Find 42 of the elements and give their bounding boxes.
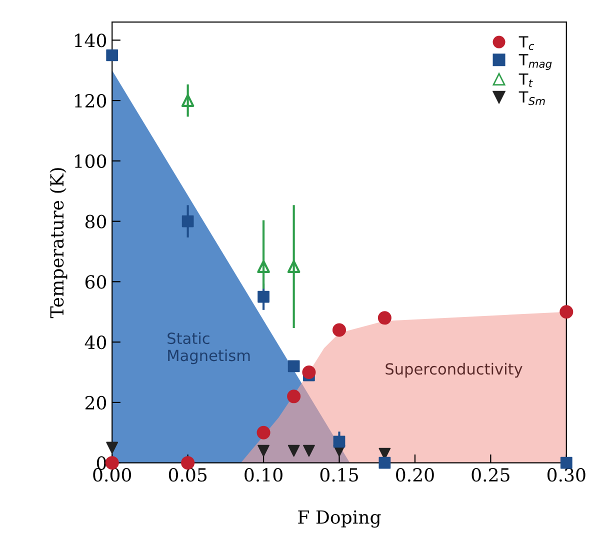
y-tick-label: 80	[85, 214, 106, 228]
point	[256, 426, 270, 440]
point	[288, 360, 300, 372]
legend-label: T$_{c}$	[518, 36, 534, 50]
legend-label: T$_{mag}$	[518, 54, 552, 70]
y-tick-label: 100	[74, 154, 106, 168]
point	[287, 390, 301, 404]
annotation: Static Magnetism	[168, 332, 250, 364]
point	[378, 311, 392, 325]
y-tick-label: 20	[85, 396, 106, 410]
x-tick-label: 0.20	[396, 468, 434, 482]
x-tick-label: 0.30	[547, 468, 586, 482]
point	[560, 305, 574, 319]
x-axis-title: F Doping	[298, 510, 381, 528]
x-tick-label: 0.00	[93, 468, 131, 482]
y-tick-label: 40	[84, 336, 106, 350]
point	[182, 215, 194, 228]
y-tick-label: 140	[74, 34, 106, 48]
point	[303, 444, 315, 457]
annotation: Superconductivity	[386, 362, 522, 378]
point	[106, 49, 118, 62]
point	[258, 444, 270, 457]
x-tick-label: 0.15	[320, 468, 358, 482]
y-tick-label: 60	[85, 275, 106, 289]
x-tick-label: 0.25	[472, 468, 510, 482]
point	[333, 436, 346, 448]
point	[302, 366, 316, 380]
legend-label: T$_{t}$	[518, 73, 533, 88]
point	[287, 260, 300, 274]
point	[288, 444, 300, 457]
x-tick-label: 0.05	[168, 468, 207, 482]
point	[378, 456, 391, 469]
point	[106, 442, 118, 454]
point	[332, 323, 346, 337]
x-tick-label: 0.10	[244, 468, 282, 482]
point	[258, 290, 270, 303]
legend-label: T$_{Sm}$	[518, 91, 545, 106]
point	[257, 260, 270, 274]
point	[181, 94, 194, 107]
y-tick-label: 0	[96, 456, 106, 470]
y-tick-label: 120	[74, 94, 106, 108]
y-axis-title: Temperature (K)	[50, 168, 68, 318]
